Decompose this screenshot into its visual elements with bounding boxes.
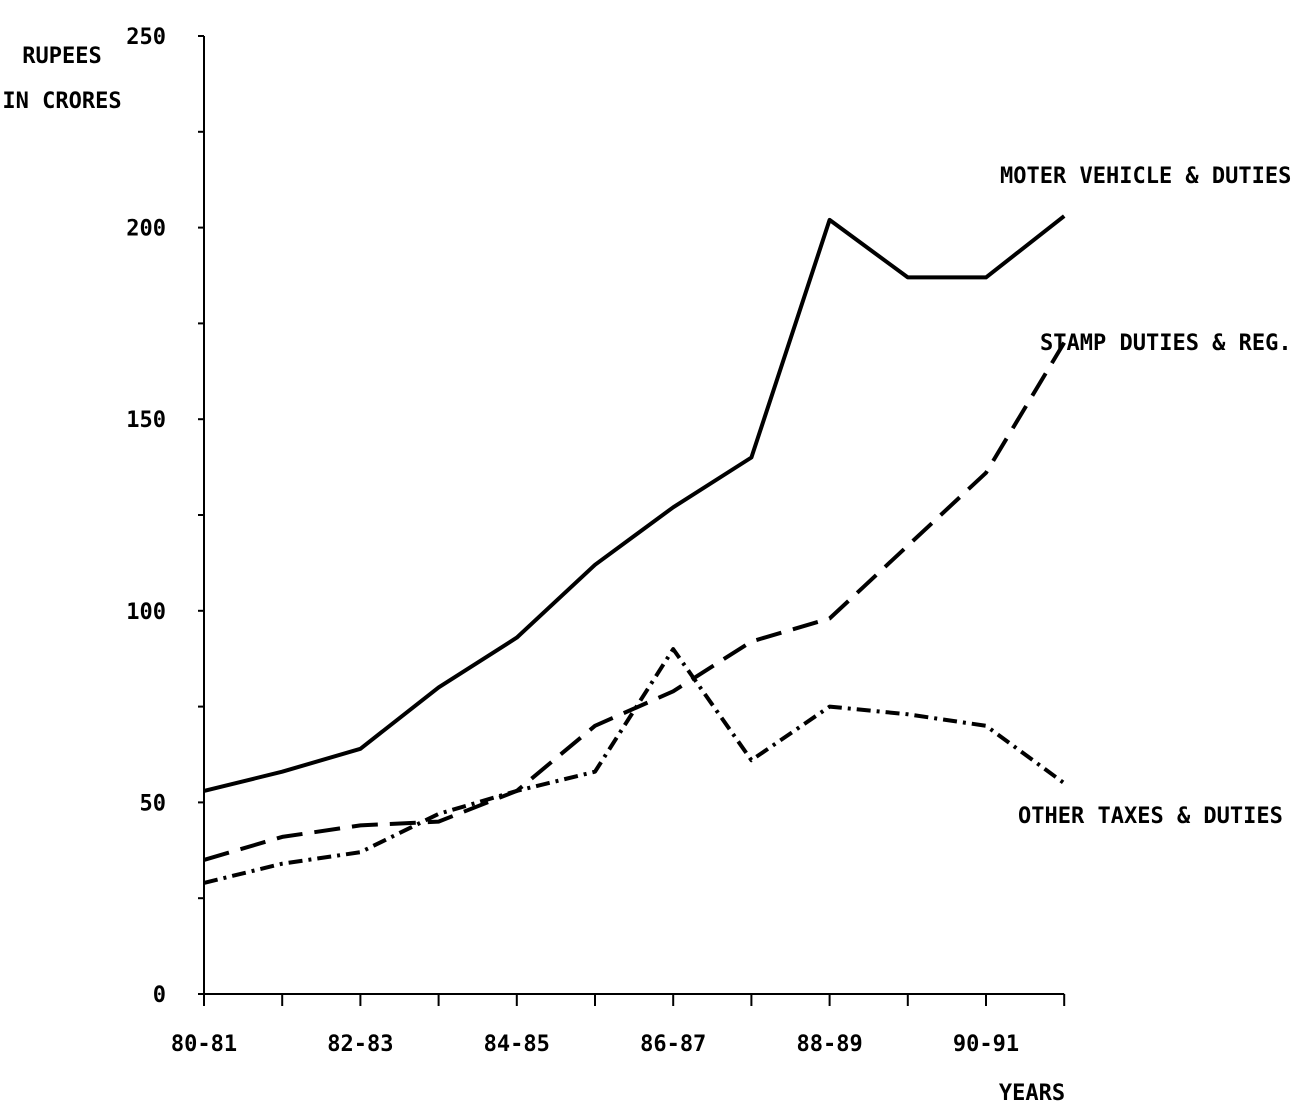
series-label-motor-vehicle: MOTER VEHICLE & DUTIES xyxy=(1000,164,1291,189)
series-line-stamp-duties xyxy=(203,341,1066,862)
axes: 0 50 100 150 200 250 80-81 82-83 84-85 86-87 88-89… xyxy=(126,25,1066,1057)
series-label-other-taxes: OTHER TAXES & DUTIES xyxy=(1018,804,1283,829)
series-line-motor-vehicle xyxy=(203,214,1066,793)
y-tick-label-0: 0 xyxy=(153,983,166,1008)
x-tick-label-82-83: 82-83 xyxy=(327,1032,393,1057)
y-tick-label-100: 100 xyxy=(126,600,166,625)
y-axis-label: RUPEES IN CRORES xyxy=(2,44,121,114)
x-tick-label-90-91: 90-91 xyxy=(953,1032,1019,1057)
y-axis-label-line-1: RUPEES xyxy=(22,44,101,69)
x-tick-label-84-85: 84-85 xyxy=(484,1032,550,1057)
y-tick-label-250: 250 xyxy=(126,25,166,50)
y-tick-label-200: 200 xyxy=(126,217,166,242)
y-tick-label-150: 150 xyxy=(126,408,166,433)
series-line-other-taxes xyxy=(203,647,1066,885)
series-labels: MOTER VEHICLE & DUTIES STAMP DUTIES & RE… xyxy=(1000,164,1292,829)
y-axis-label-line-2: IN CRORES xyxy=(2,89,121,114)
series-lines xyxy=(203,214,1066,885)
x-tick-label-80-81: 80-81 xyxy=(171,1032,237,1057)
x-tick-label-88-89: 88-89 xyxy=(796,1032,862,1057)
x-axis-label: YEARS xyxy=(999,1081,1065,1106)
y-tick-label-50: 50 xyxy=(140,791,167,816)
series-label-stamp-duties: STAMP DUTIES & REG. xyxy=(1040,331,1292,356)
x-tick-label-86-87: 86-87 xyxy=(640,1032,706,1057)
